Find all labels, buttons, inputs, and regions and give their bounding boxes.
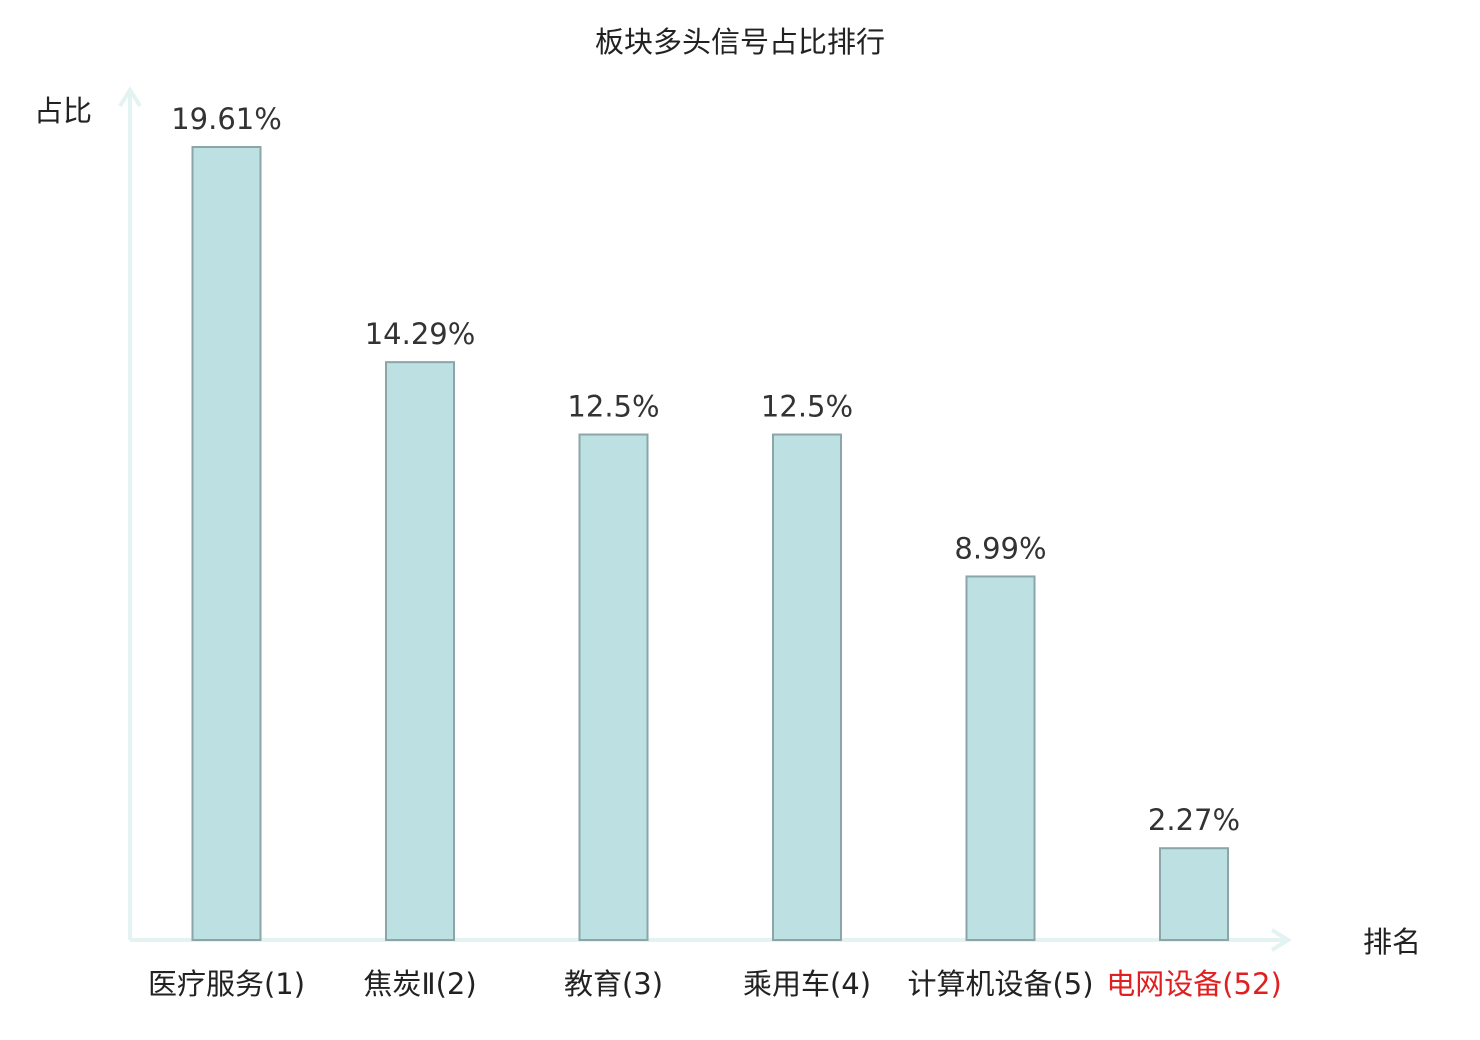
bar (191, 146, 262, 941)
axes (118, 86, 1292, 952)
bar (965, 575, 1036, 941)
bars-group (191, 146, 1229, 941)
chart-title: 板块多头信号占比排行 (595, 25, 885, 59)
category-label: 电网设备(52) (1106, 967, 1282, 1001)
data-label: 12.5% (567, 390, 659, 424)
category-label: 教育(3) (564, 967, 663, 1001)
value-labels-group: 19.61% 14.29% 12.5% 12.5% 8.99% 2.27% (171, 102, 1240, 837)
category-label: 乘用车(4) (743, 967, 871, 1001)
bar (385, 361, 455, 941)
data-label: 8.99% (954, 531, 1046, 565)
y-axis-arrow (118, 86, 142, 108)
bar (1159, 847, 1229, 941)
category-labels-group: 医疗服务(1) 焦炭Ⅱ(2) 教育(3) 乘用车(4) 计算机设备(5) 电网设备(52) (148, 967, 1282, 1001)
bar (772, 433, 842, 941)
data-label: 12.5% (761, 390, 853, 424)
data-label: 2.27% (1148, 803, 1240, 837)
bar (578, 433, 649, 941)
x-axis-label: 排名 (1363, 925, 1421, 959)
category-label: 医疗服务(1) (148, 967, 305, 1001)
data-label: 19.61% (171, 102, 282, 136)
category-label: 计算机设备(5) (907, 967, 1093, 1001)
y-axis-label: 占比 (34, 94, 92, 128)
data-label: 14.29% (365, 317, 476, 351)
category-label: 焦炭Ⅱ(2) (363, 967, 476, 1001)
x-axis-arrow (1270, 928, 1292, 952)
